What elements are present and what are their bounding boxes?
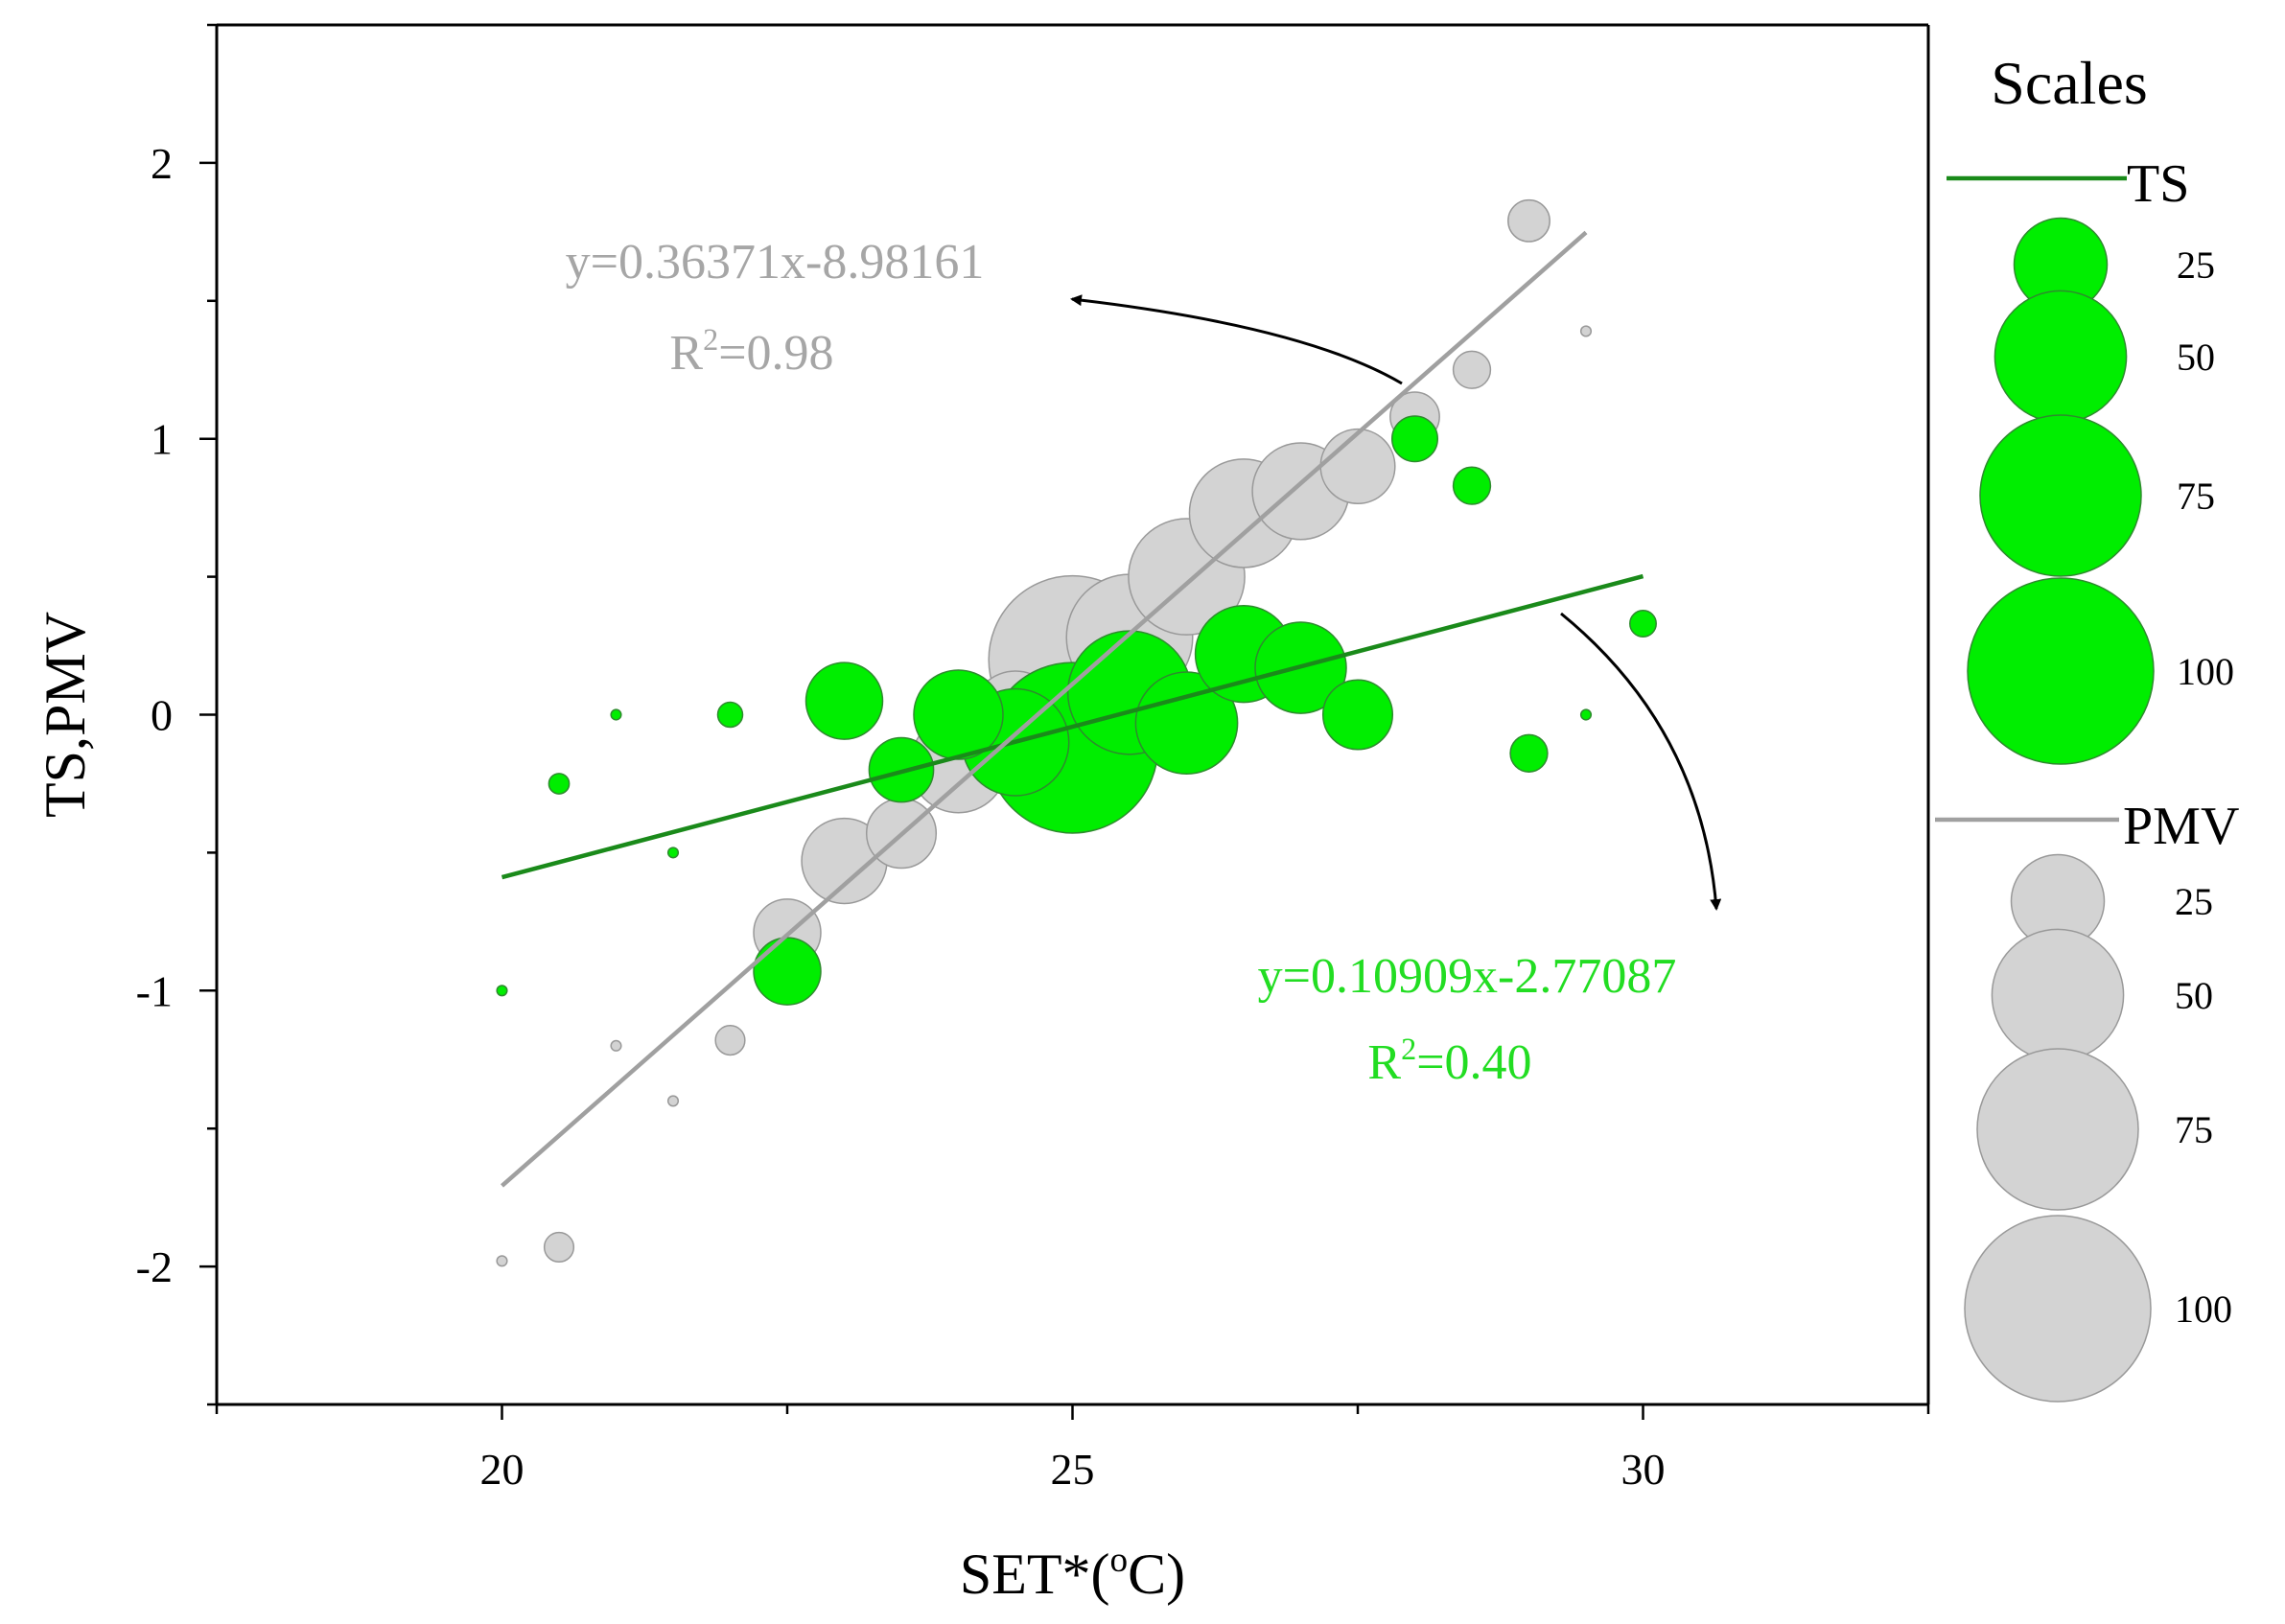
- y-tick-label: 1: [151, 415, 173, 464]
- annotations-layer: y=0.36371x-8.98161R2=0.98y=0.10909x-2.77…: [566, 235, 1722, 1090]
- ts-bubble: [716, 701, 744, 729]
- legend-ts-size-label: 100: [2177, 650, 2234, 693]
- ts-r2: R2=0.40: [1367, 1032, 1531, 1090]
- x-axis-title-tail: C): [1128, 1543, 1185, 1606]
- legend-title: Scales: [1991, 49, 2148, 117]
- ts-bubble: [804, 661, 884, 740]
- x-axis-title-base: SET*(: [960, 1543, 1110, 1606]
- legend: Scales TS 25 50 75 100 PMV 25 50 75 100: [1935, 49, 2239, 1403]
- legend-ts-size-label: 75: [2177, 475, 2215, 518]
- fit-lines-layer: [501, 230, 1644, 1188]
- axes-layer: 20 25 30 -2 -1 0 1 2 SET*(oC) TS,PMV: [34, 23, 1930, 1606]
- ts-bubble: [913, 669, 1004, 760]
- legend-pmv-bubble: [1991, 928, 2125, 1062]
- ts-equation: y=0.10909x-2.77087: [1258, 949, 1677, 1004]
- pmv-bubble: [1579, 325, 1593, 337]
- ts-bubble: [548, 773, 571, 795]
- ts-bubble: [1452, 466, 1492, 505]
- pmv-r2-base: R: [669, 326, 703, 381]
- ts-bubble: [1134, 671, 1239, 776]
- pmv-bubble: [1507, 198, 1551, 243]
- pmv-r2: R2=0.98: [669, 322, 833, 381]
- ts-r2-base: R: [1367, 1035, 1401, 1090]
- legend-pmv-size-label: 100: [2175, 1288, 2232, 1331]
- pmv-fit-line: [501, 230, 1588, 1188]
- legend-ts-size-label: 50: [2177, 336, 2215, 379]
- legend-pmv-bubble: [1976, 1048, 2139, 1211]
- ts-bubble: [610, 708, 622, 721]
- ts-bubble: [1579, 708, 1593, 721]
- x-tick-label: 30: [1621, 1445, 1666, 1494]
- legend-pmv-size-label: 25: [2175, 880, 2213, 923]
- pmv-bubble: [543, 1231, 575, 1264]
- ts-r2-sup: 2: [1401, 1032, 1416, 1066]
- x-axis-title: SET*(oC): [960, 1541, 1185, 1606]
- pmv-bubble: [1452, 350, 1492, 389]
- x-tick-label: 20: [480, 1445, 525, 1494]
- legend-pmv-bubble: [1964, 1215, 2152, 1403]
- x-axis-title-sup: o: [1110, 1541, 1129, 1580]
- y-tick-label: -2: [136, 1242, 173, 1291]
- legend-ts-bubble: [1994, 290, 2128, 424]
- ts-r2-tail: =0.40: [1416, 1035, 1531, 1090]
- legend-ts-size-label: 25: [2177, 244, 2215, 287]
- pmv-bubble: [496, 1255, 508, 1267]
- legend-ts-bubble: [1967, 577, 2155, 765]
- pmv-equation: y=0.36371x-8.98161: [566, 235, 985, 290]
- pmv-bubble: [666, 1095, 680, 1107]
- ts-bubble: [1390, 415, 1439, 463]
- ts-bubble: [496, 985, 508, 997]
- pmv-bubble: [610, 1039, 622, 1052]
- ts-bubble: [753, 937, 822, 1006]
- y-axis-title: TS,PMV: [34, 612, 97, 818]
- legend-pmv-size-label: 50: [2175, 974, 2213, 1017]
- y-tick-label: 0: [151, 691, 173, 740]
- pmv-r2-sup: 2: [703, 322, 718, 357]
- ts-arrow: [1560, 612, 1722, 911]
- legend-pmv-name: PMV: [2123, 797, 2239, 856]
- ts-bubble: [1509, 733, 1549, 773]
- legend-pmv-size-label: 75: [2175, 1108, 2213, 1151]
- ts-bubble: [666, 847, 680, 859]
- legend-ts-bubble: [1979, 414, 2142, 577]
- pmv-bubble: [1319, 428, 1396, 505]
- ts-fit-line: [501, 573, 1644, 880]
- pmv-arrow: [1070, 294, 1403, 385]
- pmv-bubble: [714, 1025, 746, 1056]
- ts-bubble: [1629, 610, 1657, 638]
- y-tick-label: 2: [151, 139, 173, 188]
- legend-ts-name: TS: [2127, 154, 2189, 214]
- y-tick-label: -1: [136, 966, 173, 1015]
- pmv-r2-tail: =0.98: [718, 326, 833, 381]
- x-tick-label: 25: [1051, 1445, 1095, 1494]
- ts-bubble: [1321, 679, 1394, 751]
